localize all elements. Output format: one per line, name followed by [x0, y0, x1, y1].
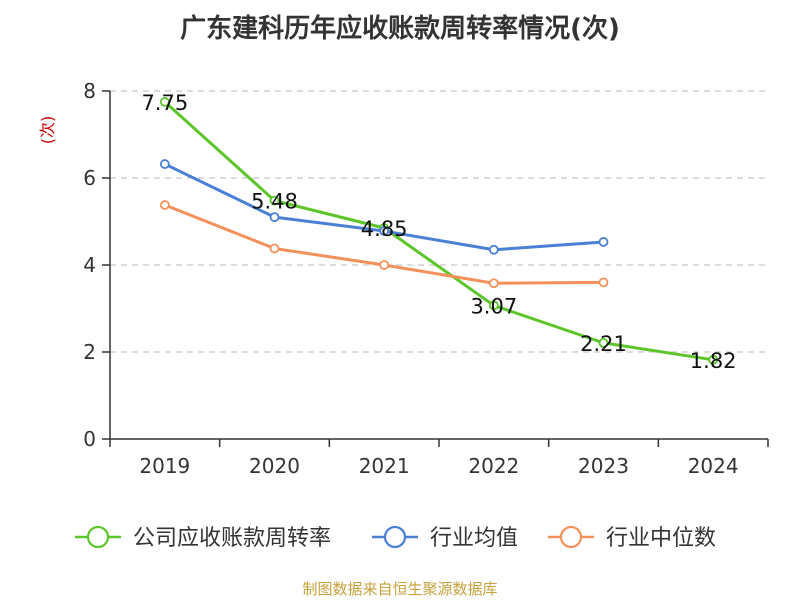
data-label: 3.07	[470, 294, 517, 318]
data-point	[159, 96, 170, 107]
y-tick-label: 6	[83, 166, 96, 190]
x-tick-label: 2021	[359, 454, 410, 478]
data-label: 7.75	[141, 91, 188, 115]
data-point	[269, 243, 280, 254]
legend-marker	[86, 525, 110, 549]
x-tick-label: 2022	[468, 454, 519, 478]
legend-label: 行业均值	[430, 526, 518, 551]
legend-label: 行业中位数	[606, 526, 716, 551]
legend: 公司应收账款周转率 行业均值 行业中位数	[75, 525, 716, 551]
data-label: 2.21	[580, 332, 627, 356]
data-point	[488, 278, 499, 289]
legend-item-1: 行业均值	[372, 525, 518, 551]
legend-marker	[559, 525, 583, 549]
legend-item-0: 公司应收账款周转率	[75, 525, 331, 551]
legend-label: 公司应收账款周转率	[133, 526, 331, 551]
y-axis-label: (次)	[38, 116, 57, 145]
x-tick-label: 2023	[578, 454, 629, 478]
data-point	[379, 260, 390, 270]
y-tick-label: 4	[83, 253, 96, 277]
data-point	[488, 300, 499, 311]
data-label: 1.82	[690, 349, 737, 373]
data-label-layer: 7.75 5.48 4.85 3.07 2.21 1.82	[141, 91, 736, 373]
y-tick-label: 8	[83, 79, 96, 103]
data-point	[379, 226, 390, 236]
data-point	[269, 212, 280, 223]
data-point	[708, 354, 719, 365]
x-tick-label: 2020	[249, 454, 300, 478]
data-point	[598, 337, 609, 348]
series-layer	[159, 96, 719, 365]
legend-marker	[383, 525, 407, 549]
y-tick-label: 0	[83, 427, 96, 451]
data-point	[159, 200, 170, 210]
chart-title: 广东建科历年应收账款周转率情况(次)	[180, 14, 620, 44]
axis-layer: 0 2 4 6 8 2019 2020 2021 2022 2023 2024 (次)	[38, 79, 769, 478]
x-tick-label: 2024	[688, 454, 739, 478]
x-tick-label: 2019	[139, 454, 190, 478]
data-point	[598, 277, 609, 288]
data-point	[269, 195, 280, 206]
data-point	[488, 244, 499, 255]
data-point	[159, 159, 170, 169]
y-tick-label: 2	[83, 340, 96, 364]
data-label: 4.85	[361, 217, 408, 241]
data-source-note: 制图数据来自恒生聚源数据库	[302, 580, 498, 598]
data-point	[598, 237, 609, 247]
series-line-0	[163, 100, 714, 362]
legend-item-2: 行业中位数	[548, 525, 716, 551]
data-label: 5.48	[251, 190, 298, 214]
